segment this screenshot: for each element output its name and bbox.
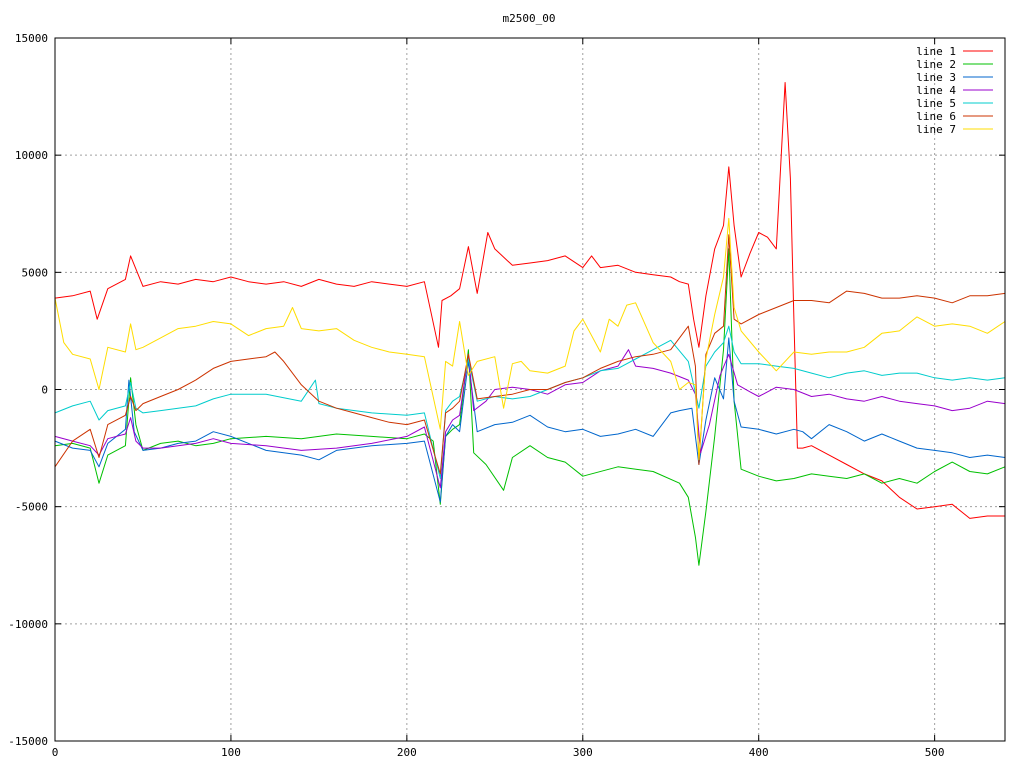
- series-line-4: [54, 349, 1006, 489]
- legend-label-3: line 3: [916, 71, 956, 84]
- y-tick-label: -5000: [15, 501, 48, 514]
- y-tick-label: 0: [41, 384, 48, 397]
- x-tick-label: 0: [52, 746, 59, 759]
- y-tick-label: -10000: [8, 618, 48, 631]
- y-tick-label: -15000: [8, 735, 48, 748]
- series-line-6: [54, 234, 1006, 475]
- x-tick-label: 200: [397, 746, 417, 759]
- legend-label-5: line 5: [916, 97, 956, 110]
- legend-label-7: line 7: [916, 123, 956, 136]
- y-tick-label: 15000: [15, 32, 48, 45]
- legend-label-1: line 1: [916, 45, 956, 58]
- chart-title: m2500_00: [503, 12, 556, 25]
- y-tick-label: 5000: [22, 266, 49, 279]
- legend-label-4: line 4: [916, 84, 956, 97]
- series-line-5: [54, 325, 1006, 479]
- series-line-2: [54, 248, 1006, 566]
- axes: [54, 37, 1005, 742]
- series-line-1: [54, 82, 1005, 519]
- plot-frame: [54, 37, 1006, 742]
- series-lines: [54, 82, 1006, 566]
- grid-lines: [55, 38, 1005, 741]
- y-tick-label: 10000: [15, 149, 48, 162]
- x-tick-label: 100: [221, 746, 241, 759]
- tick-labels: 0 100 200 300 400 500 -15000 -10000 -5000 0 5000 10…: [8, 32, 944, 759]
- series-line-7: [54, 217, 1006, 461]
- x-tick-label: 500: [925, 746, 945, 759]
- x-tick-label: 400: [749, 746, 769, 759]
- legend-label-2: line 2: [916, 58, 956, 71]
- series-line-3: [54, 337, 1006, 503]
- legend-label-6: line 6: [916, 110, 956, 123]
- x-tick-label: 300: [573, 746, 593, 759]
